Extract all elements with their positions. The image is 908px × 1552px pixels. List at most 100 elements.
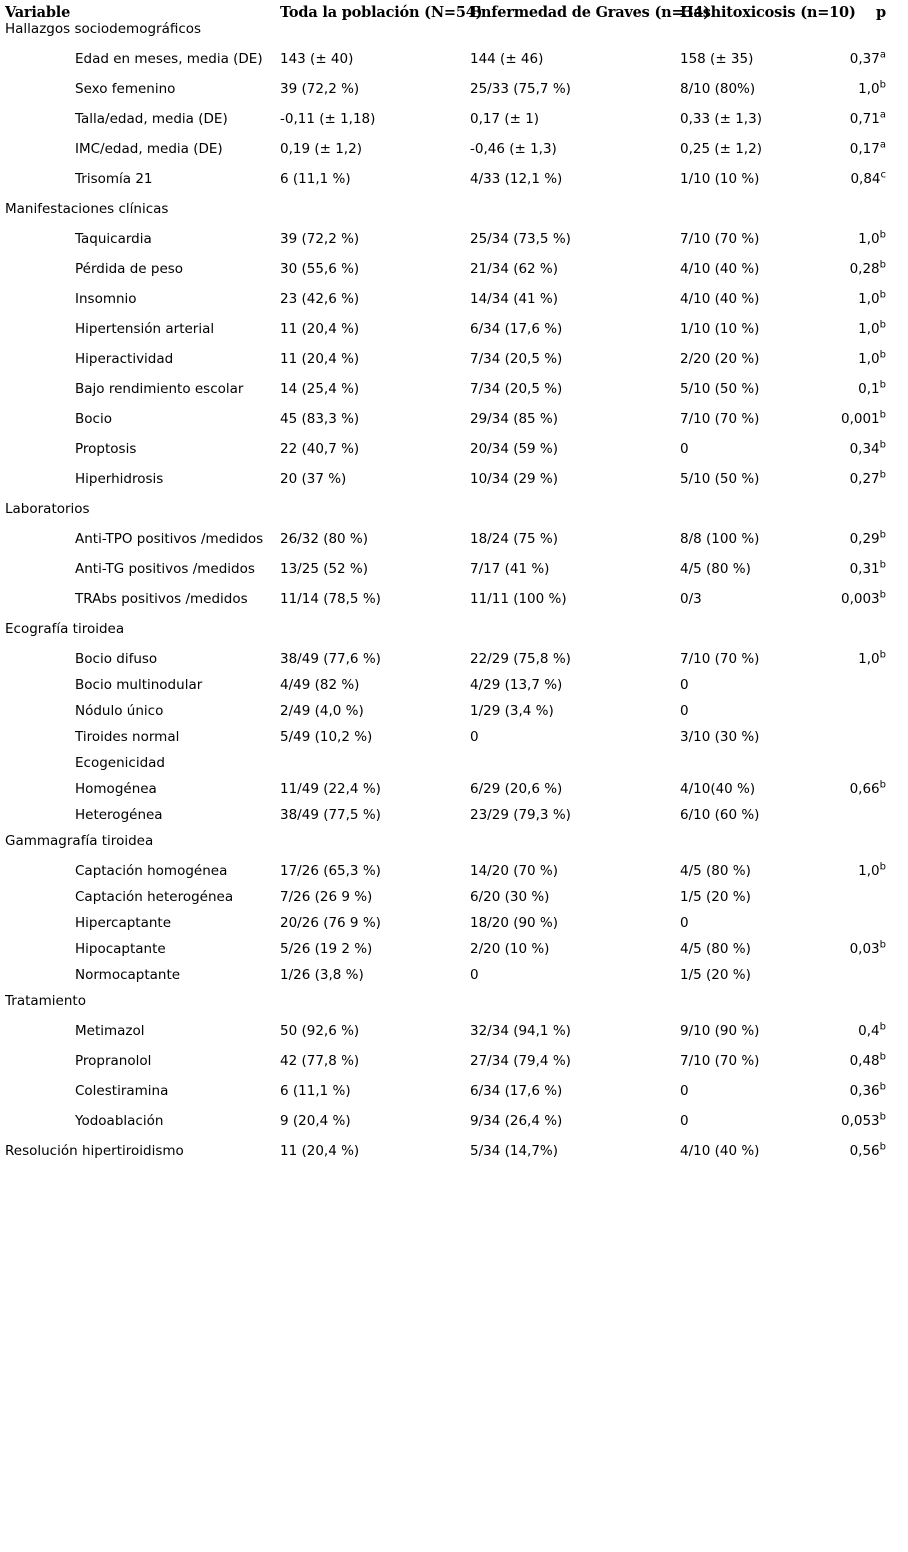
p-value-number: 0,1: [858, 381, 880, 397]
value-hashitoxicosis: [680, 833, 828, 863]
row-label: Bocio difuso: [75, 651, 158, 667]
value-graves-disease: 29/34 (85 %): [470, 411, 559, 427]
p-value-footnote-marker: b: [879, 319, 886, 331]
value-all-population: 20 (37 %): [280, 471, 347, 487]
value-p: 0,37a: [828, 49, 908, 81]
value-hashitoxicosis: 0,25 (± 1,2): [680, 141, 762, 157]
row-label: TRAbs positivos /medidos: [75, 591, 248, 607]
row-label: Ecogenicidad: [75, 755, 165, 771]
p-value-number: 0,37: [849, 51, 880, 67]
table-section-row: Ecografía tiroidea: [0, 621, 908, 651]
value-hashitoxicosis: 1/5 (20 %): [680, 889, 751, 905]
value-hashitoxicosis: 9/10 (90 %): [680, 1023, 760, 1039]
column-header-hashitoxicosis: Hashitoxicosis (n=10): [680, 4, 856, 21]
p-value-footnote-marker: b: [879, 529, 886, 541]
value-graves-disease: 6/34 (17,6 %): [470, 1083, 563, 1099]
p-value-number: 0,03: [849, 941, 880, 957]
value-p: [828, 501, 908, 531]
row-label: Insomnio: [75, 291, 137, 307]
table-section-row: Hallazgos sociodemográficos: [0, 21, 908, 51]
value-all-population: 6 (11,1 %): [280, 171, 351, 187]
value-hashitoxicosis: 8/10 (80%): [680, 81, 756, 97]
value-graves-disease: 25/33 (75,7 %): [470, 81, 571, 97]
p-value-number: 1,0: [858, 651, 880, 667]
value-all-population: [280, 21, 470, 51]
p-value-footnote-marker: b: [879, 409, 886, 421]
p-value-number: 0,36: [849, 1083, 880, 1099]
row-label: Hiperhidrosis: [75, 471, 164, 487]
value-graves-disease: 27/34 (79,4 %): [470, 1053, 571, 1069]
value-all-population: [280, 501, 470, 531]
section-label: Hallazgos sociodemográficos: [5, 21, 202, 37]
table-row: Insomnio 23 (42,6 %) 14/34 (41 %) 4/10 (40 …: [0, 290, 908, 321]
value-hashitoxicosis: 0: [680, 703, 689, 719]
table-row: Anti-TG positivos /medidos 13/25 (52 %) 7/…: [0, 559, 908, 591]
value-p: 1,0b: [828, 80, 908, 111]
table-row: Trisomía 21 6 (11,1 %) 4/33 (12,1 %) 1/10 (…: [0, 170, 908, 201]
row-label: Nódulo único: [75, 703, 164, 719]
section-label: Manifestaciones clínicas: [5, 201, 169, 217]
value-graves-disease: 4/33 (12,1 %): [470, 171, 563, 187]
table-header-row: Variable Toda la población (N=54) Enferm…: [0, 0, 908, 21]
row-label: Bajo rendimiento escolar: [75, 381, 244, 397]
p-value-footnote-marker: b: [879, 649, 886, 661]
value-p: 0,28b: [828, 260, 908, 291]
value-hashitoxicosis: 4/5 (80 %): [680, 863, 751, 879]
row-label: Heterogénea: [75, 807, 163, 823]
value-graves-disease: 0: [470, 729, 479, 745]
value-p: 0,1b: [828, 379, 908, 411]
value-hashitoxicosis: 0: [680, 1083, 689, 1099]
p-value-number: 0,053: [840, 1113, 880, 1129]
value-all-population: 42 (77,8 %): [280, 1053, 360, 1069]
table-row: IMC/edad, media (DE) 0,19 (± 1,2) -0,46 (±…: [0, 140, 908, 171]
value-all-population: 17/26 (65,3 %): [280, 863, 381, 879]
p-value-footnote-marker: b: [879, 861, 886, 873]
value-all-population: [280, 621, 470, 651]
value-all-population: [280, 755, 470, 781]
p-value-number: 1,0: [858, 231, 880, 247]
row-label: Hipercaptante: [75, 915, 172, 931]
value-p: [828, 755, 908, 781]
row-label: Metimazol: [75, 1023, 145, 1039]
value-all-population: 45 (83,3 %): [280, 411, 360, 427]
value-all-population: -0,11 (± 1,18): [280, 111, 376, 127]
value-hashitoxicosis: 7/10 (70 %): [680, 1053, 760, 1069]
value-all-population: 22 (40,7 %): [280, 441, 360, 457]
value-graves-disease: 10/34 (29 %): [470, 471, 559, 487]
p-value-number: 0,17: [849, 141, 880, 157]
p-value-footnote-marker: a: [879, 49, 886, 61]
row-label: Hiperactividad: [75, 351, 174, 367]
column-header-variable: Variable: [5, 4, 71, 21]
value-p: 0,17a: [828, 140, 908, 171]
row-label: Homogénea: [75, 781, 157, 797]
row-label: Hipertensión arterial: [75, 321, 215, 337]
value-p: 0,48b: [828, 1052, 908, 1083]
table-row: Yodoablación 9 (20,4 %) 9/34 (26,4 %) 0 0,05…: [0, 1112, 908, 1143]
value-graves-disease: 1/29 (3,4 %): [470, 703, 554, 719]
value-p: [828, 915, 908, 941]
p-value-footnote-marker: b: [879, 939, 886, 951]
p-value-footnote-marker: b: [879, 349, 886, 361]
value-graves-disease: 22/29 (75,8 %): [470, 651, 571, 667]
value-p: [828, 201, 908, 231]
value-hashitoxicosis: [680, 21, 828, 51]
row-label: Propranolol: [75, 1053, 152, 1069]
value-all-population: 1/26 (3,8 %): [280, 967, 364, 983]
p-value-footnote-marker: b: [879, 229, 886, 241]
row-label: Pérdida de peso: [75, 261, 184, 277]
p-value-number: 0,56: [849, 1143, 880, 1159]
value-hashitoxicosis: 7/10 (70 %): [680, 651, 760, 667]
row-label: Tiroides normal: [75, 729, 180, 745]
table-row: Ecogenicidad: [0, 755, 908, 781]
p-value-number: 1,0: [858, 351, 880, 367]
value-p: 1,0b: [828, 649, 908, 677]
p-value-number: 0,27: [849, 471, 880, 487]
row-label: Edad en meses, media (DE): [75, 51, 263, 67]
value-graves-disease: 0,17 (± 1): [470, 111, 540, 127]
value-hashitoxicosis: 1/10 (10 %): [680, 321, 760, 337]
value-p: 1,0b: [828, 229, 908, 261]
value-hashitoxicosis: 8/8 (100 %): [680, 531, 760, 547]
p-value-footnote-marker: b: [879, 559, 886, 571]
p-value-footnote-marker: b: [879, 379, 886, 391]
value-graves-disease: 7/17 (41 %): [470, 561, 550, 577]
